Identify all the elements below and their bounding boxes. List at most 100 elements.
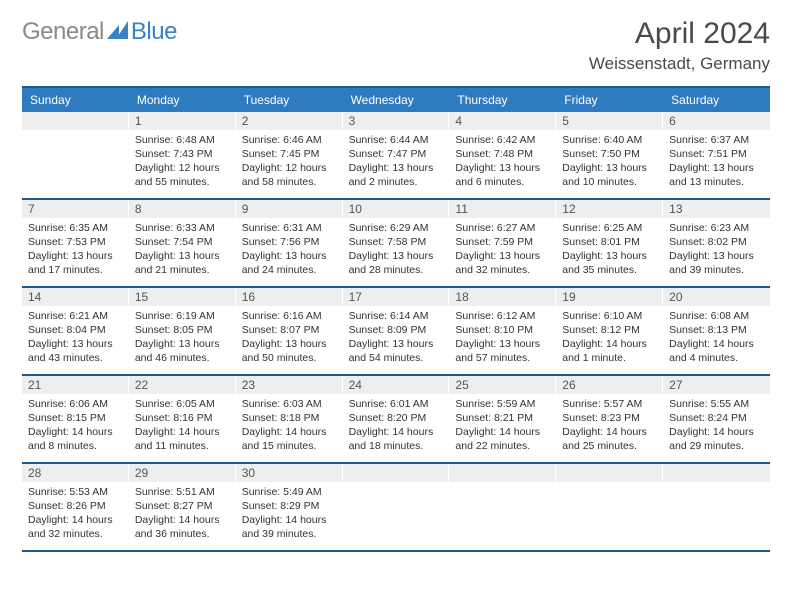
day-line: Daylight: 14 hours [562,425,657,439]
day-line: Sunrise: 6:16 AM [242,309,337,323]
day-line: Sunrise: 6:40 AM [562,133,657,147]
day-body [556,482,663,550]
day-number: 29 [129,464,236,482]
day-cell: 22Sunrise: 6:05 AMSunset: 8:16 PMDayligh… [129,376,236,462]
day-line: Sunrise: 6:35 AM [28,221,123,235]
day-line: Sunset: 7:48 PM [455,147,550,161]
day-line: and 39 minutes. [669,263,764,277]
day-line: Sunrise: 6:19 AM [135,309,230,323]
day-line: Daylight: 14 hours [669,337,764,351]
day-body: Sunrise: 5:49 AMSunset: 8:29 PMDaylight:… [236,482,343,550]
week-row: 1Sunrise: 6:48 AMSunset: 7:43 PMDaylight… [22,112,770,200]
day-line: and 4 minutes. [669,351,764,365]
day-cell [556,464,663,550]
day-body: Sunrise: 6:10 AMSunset: 8:12 PMDaylight:… [556,306,663,374]
day-number [22,112,129,130]
day-line: and 32 minutes. [28,527,123,541]
day-line: and 13 minutes. [669,175,764,189]
day-line: Sunset: 8:27 PM [135,499,230,513]
day-cell: 4Sunrise: 6:42 AMSunset: 7:48 PMDaylight… [449,112,556,198]
day-line: Daylight: 13 hours [242,249,337,263]
day-line: Sunset: 7:58 PM [349,235,444,249]
day-line: and 11 minutes. [135,439,230,453]
day-line: Sunset: 8:24 PM [669,411,764,425]
day-line: Daylight: 14 hours [135,513,230,527]
day-line: Sunset: 7:45 PM [242,147,337,161]
day-body: Sunrise: 6:21 AMSunset: 8:04 PMDaylight:… [22,306,129,374]
day-line: Sunset: 7:51 PM [669,147,764,161]
day-line: Sunset: 8:21 PM [455,411,550,425]
day-cell: 26Sunrise: 5:57 AMSunset: 8:23 PMDayligh… [556,376,663,462]
page: General Blue April 2024 Weissenstadt, Ge… [0,0,792,612]
logo: General Blue [22,18,177,46]
day-body: Sunrise: 5:57 AMSunset: 8:23 PMDaylight:… [556,394,663,462]
day-line: and 8 minutes. [28,439,123,453]
day-body [343,482,450,550]
day-line: Daylight: 13 hours [349,249,444,263]
day-line: Sunrise: 6:12 AM [455,309,550,323]
day-cell: 7Sunrise: 6:35 AMSunset: 7:53 PMDaylight… [22,200,129,286]
day-body: Sunrise: 6:42 AMSunset: 7:48 PMDaylight:… [449,130,556,198]
day-line: Sunset: 7:43 PM [135,147,230,161]
day-line: Daylight: 13 hours [28,337,123,351]
day-cell: 13Sunrise: 6:23 AMSunset: 8:02 PMDayligh… [663,200,770,286]
day-body: Sunrise: 6:19 AMSunset: 8:05 PMDaylight:… [129,306,236,374]
day-line: and 55 minutes. [135,175,230,189]
day-line: Sunset: 8:05 PM [135,323,230,337]
day-line: Daylight: 13 hours [455,249,550,263]
day-number: 14 [22,288,129,306]
calendar: Sunday Monday Tuesday Wednesday Thursday… [22,86,770,552]
weeks-container: 1Sunrise: 6:48 AMSunset: 7:43 PMDaylight… [22,112,770,552]
day-cell: 16Sunrise: 6:16 AMSunset: 8:07 PMDayligh… [236,288,343,374]
day-number: 23 [236,376,343,394]
day-line: and 17 minutes. [28,263,123,277]
day-line: Sunset: 7:47 PM [349,147,444,161]
day-cell: 10Sunrise: 6:29 AMSunset: 7:58 PMDayligh… [343,200,450,286]
day-line: Sunset: 8:15 PM [28,411,123,425]
day-line: Sunset: 8:02 PM [669,235,764,249]
weekday-header: Saturday [663,88,770,112]
day-number: 17 [343,288,450,306]
day-line: Daylight: 14 hours [349,425,444,439]
day-cell [449,464,556,550]
day-line: and 2 minutes. [349,175,444,189]
day-line: and 43 minutes. [28,351,123,365]
day-body: Sunrise: 6:25 AMSunset: 8:01 PMDaylight:… [556,218,663,286]
logo-mark-icon [107,19,129,39]
day-line: Sunset: 8:09 PM [349,323,444,337]
day-line: Daylight: 14 hours [242,513,337,527]
day-number: 12 [556,200,663,218]
day-cell: 2Sunrise: 6:46 AMSunset: 7:45 PMDaylight… [236,112,343,198]
day-line: Sunrise: 6:21 AM [28,309,123,323]
day-line: and 10 minutes. [562,175,657,189]
day-line: and 21 minutes. [135,263,230,277]
weekday-header: Wednesday [343,88,450,112]
header: General Blue April 2024 Weissenstadt, Ge… [22,18,770,74]
day-cell: 23Sunrise: 6:03 AMSunset: 8:18 PMDayligh… [236,376,343,462]
day-body: Sunrise: 6:31 AMSunset: 7:56 PMDaylight:… [236,218,343,286]
day-line: Daylight: 13 hours [562,249,657,263]
day-line: Sunset: 8:10 PM [455,323,550,337]
day-line: Sunset: 8:16 PM [135,411,230,425]
day-line: and 18 minutes. [349,439,444,453]
day-line: Sunrise: 6:48 AM [135,133,230,147]
day-line: Daylight: 12 hours [242,161,337,175]
day-line: and 15 minutes. [242,439,337,453]
day-body: Sunrise: 6:03 AMSunset: 8:18 PMDaylight:… [236,394,343,462]
day-line: Daylight: 13 hours [28,249,123,263]
day-line: Daylight: 13 hours [669,161,764,175]
day-number: 6 [663,112,770,130]
day-line: Sunrise: 6:31 AM [242,221,337,235]
day-line: Sunrise: 6:25 AM [562,221,657,235]
day-cell: 14Sunrise: 6:21 AMSunset: 8:04 PMDayligh… [22,288,129,374]
day-number: 22 [129,376,236,394]
day-line: and 6 minutes. [455,175,550,189]
day-number: 24 [343,376,450,394]
day-body: Sunrise: 6:12 AMSunset: 8:10 PMDaylight:… [449,306,556,374]
day-cell: 19Sunrise: 6:10 AMSunset: 8:12 PMDayligh… [556,288,663,374]
day-line: and 35 minutes. [562,263,657,277]
day-body: Sunrise: 6:01 AMSunset: 8:20 PMDaylight:… [343,394,450,462]
day-body [449,482,556,550]
day-line: Daylight: 14 hours [562,337,657,351]
day-number: 11 [449,200,556,218]
